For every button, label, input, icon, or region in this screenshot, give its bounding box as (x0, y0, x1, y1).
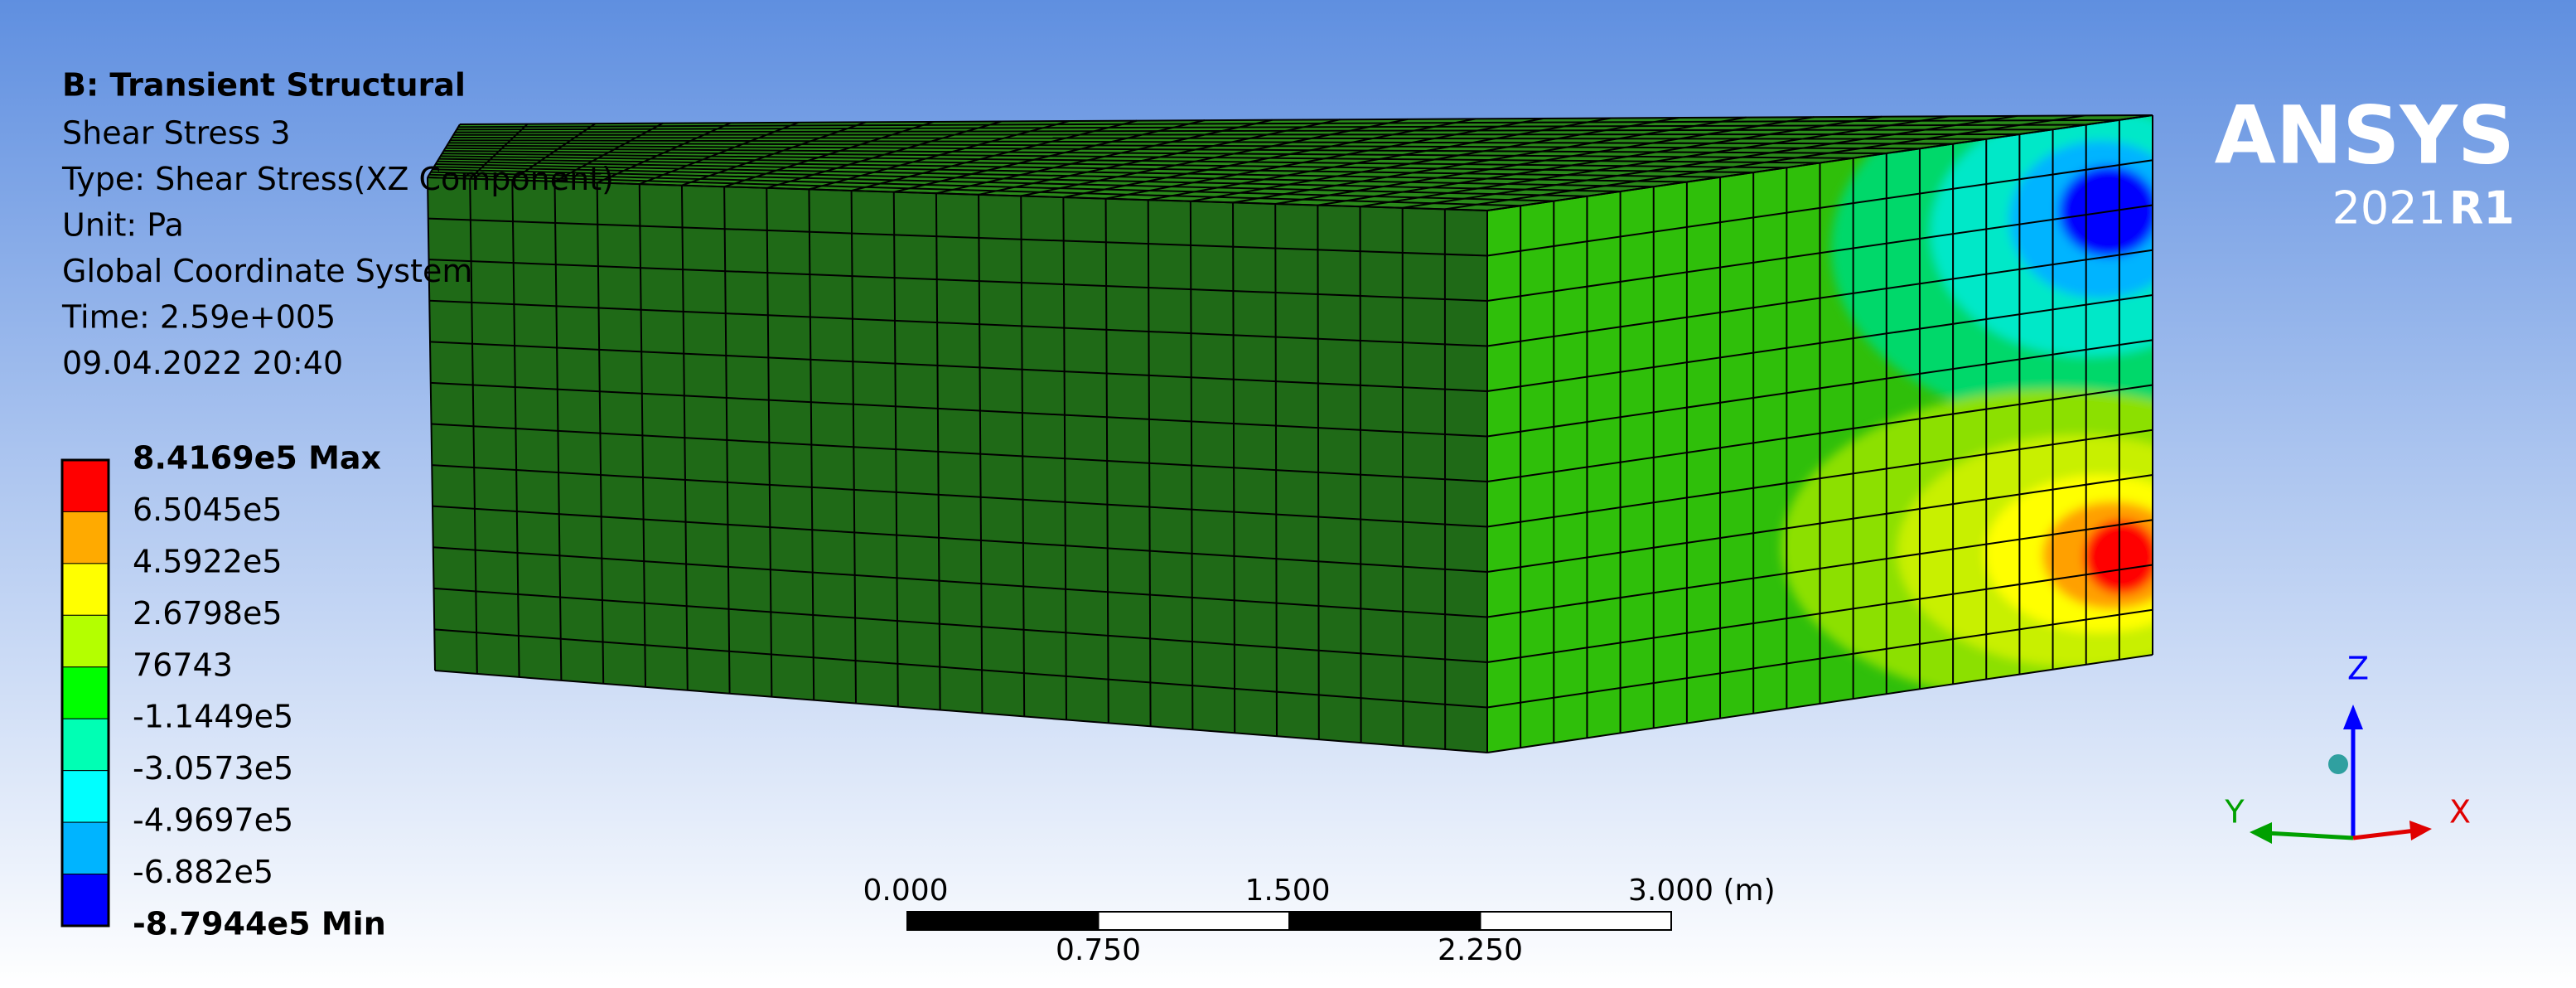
mesh-line (442, 153, 1787, 169)
scale-label: 3.000 (m) (1628, 874, 1776, 908)
info-line: Shear Stress 3 (62, 115, 291, 152)
legend-band (61, 614, 109, 668)
legend-label: -6.882e5 (133, 854, 273, 890)
logo-name: ANSYS (2215, 89, 2515, 182)
legend-label: -3.0573e5 (133, 750, 293, 787)
mesh-line (433, 546, 1488, 618)
legend-band (61, 511, 109, 564)
logo-version: 2021 (2332, 182, 2446, 235)
mesh-line (428, 173, 1521, 207)
left-face (428, 177, 1487, 753)
info-line: Time: 2.59e+005 (61, 299, 336, 336)
legend-label: 2.6798e5 (133, 595, 283, 632)
mesh (427, 114, 2153, 753)
result-info: Shear Stress 3 Type: Shear Stress(XZ Comp… (61, 115, 614, 382)
legend-label: 76743 (133, 647, 233, 683)
mesh-line (1486, 429, 2153, 528)
legend-band (61, 874, 109, 927)
legend-label: 6.5045e5 (133, 492, 283, 528)
legend-label: -8.7944e5 Min (133, 906, 386, 942)
mesh-line (1486, 474, 2153, 573)
scale-segment (906, 911, 1100, 931)
mesh-line (427, 177, 1488, 211)
mesh-line (434, 628, 1488, 709)
mesh-line (438, 157, 1721, 178)
mesh-line (448, 142, 1920, 150)
mesh-line (1486, 294, 2153, 392)
mesh-line (457, 124, 2086, 131)
legend-band (61, 821, 109, 875)
mesh-line (1486, 519, 2153, 618)
scale-label: 0.000 (863, 874, 948, 908)
legend-frame (60, 458, 110, 927)
info-line: 09.04.2022 20:40 (62, 345, 343, 381)
legend-band (61, 718, 109, 772)
legend-band (61, 563, 109, 616)
mesh-line (1486, 159, 2153, 257)
scale-label: 0.750 (1056, 933, 1141, 967)
mesh-line (459, 114, 2153, 125)
legend-label: -4.9697e5 (133, 802, 293, 839)
legend: 8.4169e5 Max 6.5045e5 4.5922e5 2.6798e5 7674… (60, 440, 386, 942)
mesh-line (1486, 249, 2153, 347)
mesh-line (433, 166, 1621, 192)
mesh-line (435, 163, 1654, 188)
mesh-line (1486, 654, 2153, 753)
mesh-line (431, 423, 1488, 482)
info-line: Type: Shear Stress(XZ Component) (61, 161, 614, 197)
triad: Z Y X (2224, 651, 2471, 844)
scale-label: 2.250 (1438, 933, 1523, 967)
info-line: Global Coordinate System (62, 253, 472, 289)
logo-release: R1 (2449, 182, 2515, 235)
model (427, 114, 2153, 753)
triad-z: Z (2347, 651, 2369, 687)
legend-band (61, 459, 109, 512)
mesh-line (1486, 608, 2153, 709)
legend-label: 8.4169e5 Max (133, 440, 381, 477)
mesh-line (443, 150, 1820, 164)
mesh-line (458, 119, 2119, 128)
scale-label: 1.500 (1245, 874, 1330, 908)
mesh-line (437, 160, 1687, 183)
triad-y: Y (2224, 794, 2245, 831)
mesh-line (1486, 339, 2153, 438)
mesh-line (1486, 204, 2153, 302)
legend-band (61, 770, 109, 823)
mesh-line (428, 259, 1488, 302)
scale-bar: 0.000 1.500 3.000 (m) 0.750 2.250 (863, 874, 1775, 967)
legend-band (61, 666, 109, 719)
triad-x: X (2449, 794, 2471, 831)
mesh-line (450, 139, 1954, 145)
legend-label: 4.5922e5 (133, 543, 283, 579)
mesh-line (432, 464, 1488, 528)
mesh-line (1486, 564, 2153, 663)
mesh-line (433, 587, 1488, 663)
mesh-line (445, 147, 1853, 159)
mesh-line (429, 341, 1488, 392)
legend-label: -1.1449e5 (133, 699, 293, 735)
mesh-line (453, 133, 2020, 136)
mesh-line (432, 505, 1488, 573)
mesh-line (452, 137, 1987, 140)
mesh-line (430, 381, 1488, 438)
mesh-line (432, 168, 1588, 197)
mesh-line (447, 144, 1887, 154)
scale-segment (1288, 911, 1481, 931)
mesh-line (455, 128, 2053, 133)
scale-segment (1479, 911, 1672, 931)
mesh-line (428, 217, 1488, 257)
mesh-line (440, 155, 1754, 173)
mesh-line (1486, 384, 2153, 482)
scale-segment (1097, 911, 1290, 931)
mesh-line (434, 670, 1488, 753)
info-line: Unit: Pa (62, 207, 184, 244)
mesh-line (429, 299, 1488, 347)
result-title: B: Transient Structural (62, 67, 466, 104)
mesh-line (430, 171, 1554, 202)
